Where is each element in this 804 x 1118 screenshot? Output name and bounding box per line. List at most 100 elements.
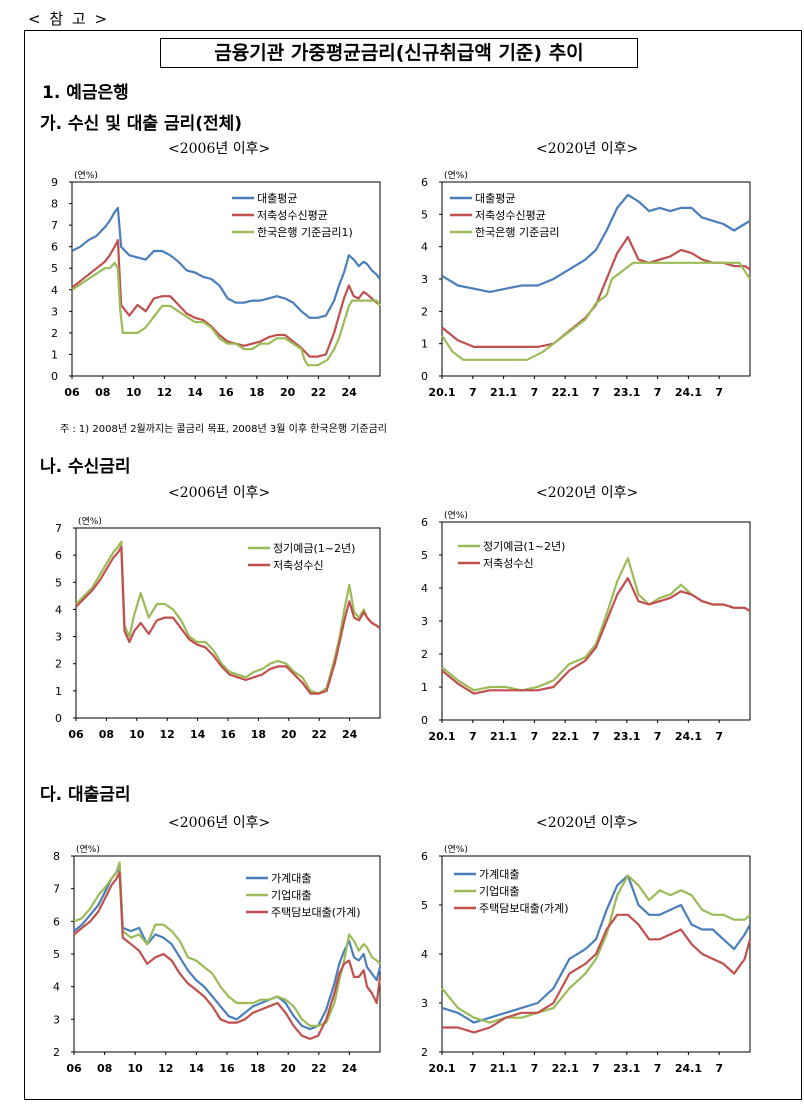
x-tick-label: 7	[469, 386, 477, 399]
x-tick-label: 20.1	[428, 386, 455, 399]
x-tick-label: 22	[311, 1062, 326, 1075]
y-tick-label: 3	[421, 997, 428, 1010]
plot-area	[75, 527, 381, 719]
x-tick-label: 10	[126, 386, 142, 399]
legend-label: 기업대출	[271, 889, 311, 902]
series-line-0	[71, 206, 381, 319]
x-tick-label: 16	[218, 386, 234, 399]
page-title: 금융기관 가중평균금리(신규취급액 기준) 추이	[160, 38, 638, 68]
legend-label: 가계대출	[479, 868, 519, 881]
x-tick-label: 06	[64, 386, 80, 399]
x-tick-label: 24	[342, 728, 358, 741]
y-tick-label: 6	[55, 549, 62, 562]
x-tick-label: 14	[190, 728, 206, 741]
x-tick-label: 24	[342, 1062, 358, 1075]
chart-title-c-short: <2020년 이후>	[536, 815, 639, 831]
x-tick-label: 12	[160, 728, 175, 741]
subsection-heading-a: 가. 수신 및 대출 금리(전체)	[40, 114, 243, 134]
y-tick-label: 4	[51, 284, 58, 297]
x-tick-label: 08	[95, 386, 110, 399]
legend-label: 대출평균	[475, 192, 515, 205]
section-heading-1: 1. 예금은행	[42, 83, 129, 103]
x-tick-label: 7	[531, 730, 539, 743]
x-tick-label: 20.1	[428, 1062, 455, 1075]
y-tick-label: 4	[53, 981, 60, 994]
y-tick-label: 4	[421, 582, 428, 595]
y-tick-label: 7	[55, 522, 62, 535]
chart-title-b-short: <2020년 이후>	[536, 485, 639, 501]
x-tick-label: 10	[129, 728, 145, 741]
plot-area	[73, 855, 381, 1053]
x-tick-label: 06	[66, 1062, 82, 1075]
y-unit-label: (연%)	[74, 170, 98, 181]
y-tick-label: 4	[55, 603, 62, 616]
subsection-heading-c: 다. 대출금리	[40, 785, 131, 805]
x-tick-label: 18	[251, 728, 266, 741]
y-unit-label: (연%)	[444, 510, 468, 521]
x-tick-label: 7	[592, 1062, 600, 1075]
y-tick-label: 6	[421, 850, 428, 863]
x-tick-label: 7	[715, 730, 723, 743]
y-tick-label: 7	[53, 883, 60, 896]
x-tick-label: 7	[469, 1062, 477, 1075]
y-unit-label: (연%)	[444, 170, 468, 181]
chart-title-b-long: <2006년 이후>	[168, 485, 271, 501]
x-tick-label: 24	[342, 386, 358, 399]
y-tick-label: 0	[51, 370, 58, 383]
y-tick-label: 3	[55, 631, 62, 644]
y-tick-label: 1	[421, 338, 428, 351]
y-tick-label: 2	[421, 305, 428, 318]
y-tick-label: 5	[421, 208, 428, 221]
chart-c_short: (연%) 2 3 4 5 6 20.1 7 21.1 7 22.1 7 23.1 7 24.1 7 가계대출기업…	[421, 844, 752, 1075]
legend-label: 정기예금(1~2년)	[483, 540, 565, 553]
x-tick-label: 7	[469, 730, 477, 743]
y-tick-label: 2	[55, 658, 62, 671]
chart-c_long: (연%) 2 3 4 5 6 7 8 06 08 10 12 14 16 18 20 22 24 가계대출기업대출주…	[53, 844, 382, 1075]
x-tick-label: 10	[128, 1062, 144, 1075]
x-tick-label: 14	[188, 386, 204, 399]
legend-label: 주택담보대출(가계)	[479, 902, 569, 915]
x-tick-label: 22	[311, 386, 326, 399]
y-tick-label: 5	[421, 549, 428, 562]
y-tick-label: 8	[53, 850, 60, 863]
x-tick-label: 12	[157, 386, 172, 399]
x-tick-label: 7	[654, 730, 662, 743]
x-tick-label: 08	[97, 1062, 112, 1075]
y-tick-label: 0	[421, 370, 428, 383]
legend-label: 한국은행 기준금리	[475, 226, 559, 239]
x-tick-label: 23.1	[613, 1062, 640, 1075]
y-unit-label: (연%)	[78, 516, 102, 527]
y-tick-label: 3	[421, 615, 428, 628]
series-line-2	[441, 261, 751, 361]
x-tick-label: 7	[592, 386, 600, 399]
y-tick-label: 5	[53, 948, 60, 961]
y-tick-label: 5	[51, 262, 58, 275]
legend-label: 저축성수신	[483, 557, 534, 570]
y-tick-label: 4	[421, 948, 428, 961]
series-line-0	[441, 193, 751, 293]
x-tick-label: 22	[312, 728, 327, 741]
y-tick-label: 5	[421, 899, 428, 912]
x-tick-label: 14	[189, 1062, 205, 1075]
legend-label: 한국은행 기준금리1)	[257, 226, 353, 239]
x-tick-label: 16	[220, 728, 236, 741]
legend-label: 가계대출	[271, 872, 311, 885]
legend-label: 주택담보대출(가계)	[271, 906, 361, 919]
y-tick-label: 5	[55, 576, 62, 589]
series-line-1	[75, 545, 381, 695]
x-tick-label: 7	[715, 1062, 723, 1075]
legend-label: 저축성수신	[273, 559, 324, 572]
x-tick-label: 7	[654, 1062, 662, 1075]
y-tick-label: 4	[421, 241, 428, 254]
x-tick-label: 7	[654, 386, 662, 399]
y-tick-label: 6	[421, 176, 428, 189]
y-unit-label: (연%)	[444, 844, 468, 855]
y-tick-label: 2	[51, 327, 58, 340]
x-tick-label: 20	[281, 728, 297, 741]
document-frame	[24, 30, 802, 1100]
y-tick-label: 8	[51, 198, 58, 211]
x-tick-label: 18	[250, 1062, 265, 1075]
y-tick-label: 0	[421, 714, 428, 727]
legend-label: 저축성수신평균	[475, 209, 546, 222]
